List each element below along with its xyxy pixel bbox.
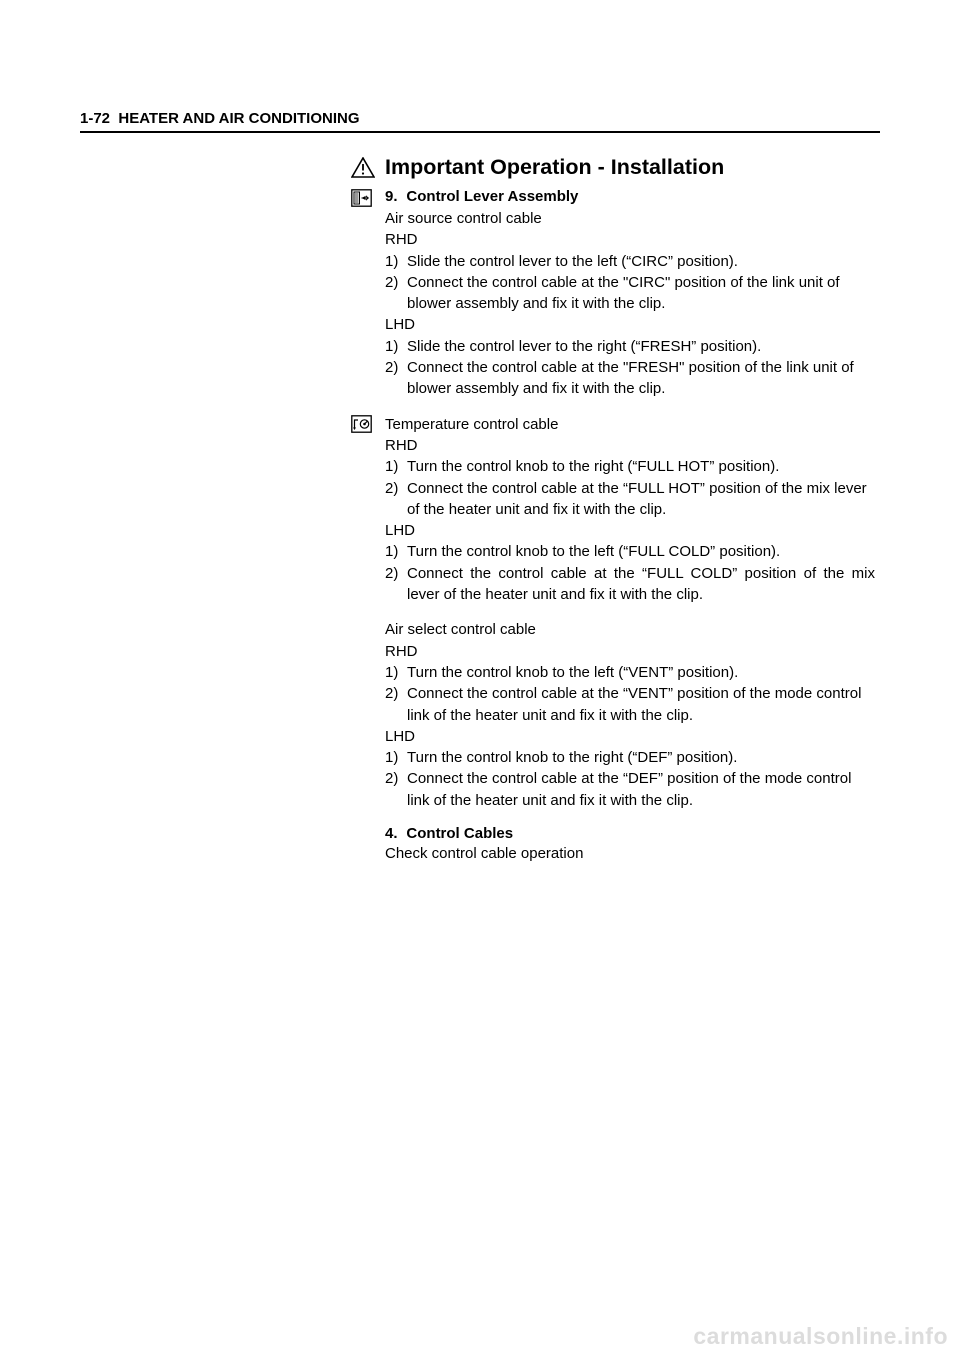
list-number: 2): [385, 768, 407, 811]
temperature-block: Temperature control cable RHD 1)Turn the…: [385, 414, 875, 606]
list-text: Connect the control cable at the “FULL C…: [407, 563, 875, 606]
list-number: 2): [385, 683, 407, 726]
section-4-text: Check control cable operation: [385, 843, 875, 864]
list-text: Turn the control knob to the right (“FUL…: [407, 456, 875, 477]
list-number: 1): [385, 747, 407, 768]
list-text: Slide the control lever to the left (“CI…: [407, 251, 875, 272]
temperature-heading: Temperature control cable: [385, 414, 875, 435]
section-4-number: 4.: [385, 825, 398, 842]
air-select-block: Air select control cable RHD 1)Turn the …: [385, 619, 875, 811]
section-9-heading: 9. Control Lever Assembly: [385, 188, 875, 206]
list-number: 2): [385, 478, 407, 521]
temperature-rhd-label: RHD: [385, 435, 875, 456]
section-4-label: Control Cables: [406, 825, 513, 842]
air-source-heading: Air source control cable: [385, 208, 875, 229]
list-number: 1): [385, 336, 407, 357]
list-number: 1): [385, 662, 407, 683]
air-select-heading: Air select control cable: [385, 619, 875, 640]
content-column: Important Operation - Installation 9. Co…: [385, 155, 875, 864]
list-text: Turn the control knob to the left (“FULL…: [407, 541, 875, 562]
air-source-block: Air source control cable RHD 1)Slide the…: [385, 208, 875, 400]
list-text: Connect the control cable at the “VENT” …: [407, 683, 875, 726]
list-text: Connect the control cable at the “DEF” p…: [407, 768, 875, 811]
section-title: HEATER AND AIR CONDITIONING: [118, 110, 359, 127]
list-number: 1): [385, 541, 407, 562]
list-item: 2)Connect the control cable at the "CIRC…: [385, 272, 875, 315]
title-row: Important Operation - Installation: [385, 155, 875, 180]
list-item: 2)Connect the control cable at the “VENT…: [385, 683, 875, 726]
list-item: 2)Connect the control cable at the “FULL…: [385, 563, 875, 606]
list-item: 1)Turn the control knob to the right (“D…: [385, 747, 875, 768]
list-item: 2)Connect the control cable at the “DEF”…: [385, 768, 875, 811]
section-4-block: 4. Control Cables Check control cable op…: [385, 825, 875, 864]
temperature-dial-icon: [351, 415, 372, 433]
list-item: 1)Turn the control knob to the left (“FU…: [385, 541, 875, 562]
air-select-rhd-label: RHD: [385, 641, 875, 662]
list-text: Turn the control knob to the right (“DEF…: [407, 747, 875, 768]
list-number: 1): [385, 251, 407, 272]
page: 1-72 HEATER AND AIR CONDITIONING Importa…: [0, 0, 960, 1358]
list-item: 1)Turn the control knob to the left (“VE…: [385, 662, 875, 683]
list-text: Connect the control cable at the "CIRC" …: [407, 272, 875, 315]
section-9-number: 9.: [385, 188, 398, 205]
list-text: Slide the control lever to the right (“F…: [407, 336, 875, 357]
air-source-rhd-label: RHD: [385, 229, 875, 250]
section-4-heading: 4. Control Cables: [385, 825, 875, 843]
list-item: 1)Slide the control lever to the left (“…: [385, 251, 875, 272]
list-number: 2): [385, 357, 407, 400]
list-item: 1)Turn the control knob to the right (“F…: [385, 456, 875, 477]
list-item: 1)Slide the control lever to the right (…: [385, 336, 875, 357]
temperature-lhd-label: LHD: [385, 520, 875, 541]
list-item: 2)Connect the control cable at the "FRES…: [385, 357, 875, 400]
list-number: 1): [385, 456, 407, 477]
air-select-lhd-label: LHD: [385, 726, 875, 747]
list-text: Turn the control knob to the left (“VENT…: [407, 662, 875, 683]
list-text: Connect the control cable at the “FULL H…: [407, 478, 875, 521]
list-text: Connect the control cable at the "FRESH"…: [407, 357, 875, 400]
list-item: 2)Connect the control cable at the “FULL…: [385, 478, 875, 521]
main-title: Important Operation - Installation: [385, 155, 875, 180]
list-number: 2): [385, 563, 407, 606]
page-ref: 1-72: [80, 110, 110, 127]
watermark-text: carmanualsonline.info: [693, 1323, 948, 1350]
page-header: 1-72 HEATER AND AIR CONDITIONING: [80, 110, 880, 133]
air-source-lhd-label: LHD: [385, 314, 875, 335]
section-9-label: Control Lever Assembly: [406, 188, 578, 205]
list-number: 2): [385, 272, 407, 315]
warning-triangle-icon: [351, 157, 375, 178]
air-source-icon: [351, 189, 372, 207]
